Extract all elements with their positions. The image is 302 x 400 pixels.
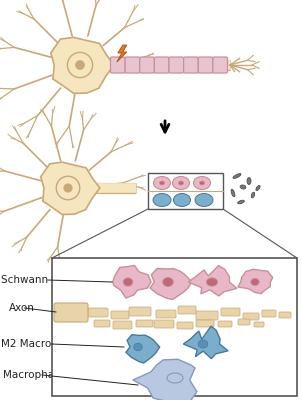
FancyBboxPatch shape xyxy=(129,307,151,316)
FancyBboxPatch shape xyxy=(125,57,140,73)
Polygon shape xyxy=(51,37,114,93)
FancyBboxPatch shape xyxy=(94,320,110,327)
FancyBboxPatch shape xyxy=(136,320,153,327)
FancyBboxPatch shape xyxy=(156,310,176,318)
FancyBboxPatch shape xyxy=(140,57,154,73)
FancyBboxPatch shape xyxy=(279,312,291,318)
Circle shape xyxy=(64,184,72,192)
FancyBboxPatch shape xyxy=(154,320,174,328)
Ellipse shape xyxy=(240,185,246,189)
Ellipse shape xyxy=(233,174,241,178)
Ellipse shape xyxy=(174,194,191,206)
Polygon shape xyxy=(183,326,228,359)
Ellipse shape xyxy=(194,176,210,190)
Polygon shape xyxy=(133,359,197,400)
Polygon shape xyxy=(113,266,151,298)
Bar xyxy=(52,258,297,396)
Text: Macrophage: Macrophage xyxy=(3,370,67,380)
Polygon shape xyxy=(126,335,160,363)
Text: Schwann cell: Schwann cell xyxy=(1,275,69,285)
Polygon shape xyxy=(117,45,127,62)
Bar xyxy=(148,173,223,209)
FancyBboxPatch shape xyxy=(178,306,196,314)
Ellipse shape xyxy=(256,185,260,191)
Ellipse shape xyxy=(247,178,251,184)
Polygon shape xyxy=(188,266,237,296)
Ellipse shape xyxy=(153,194,171,206)
FancyBboxPatch shape xyxy=(196,311,218,320)
FancyBboxPatch shape xyxy=(196,320,214,327)
Ellipse shape xyxy=(178,181,184,185)
Ellipse shape xyxy=(198,340,208,348)
Ellipse shape xyxy=(195,194,213,206)
FancyBboxPatch shape xyxy=(113,321,132,329)
FancyBboxPatch shape xyxy=(184,57,198,73)
FancyBboxPatch shape xyxy=(54,303,88,322)
FancyBboxPatch shape xyxy=(213,57,227,73)
FancyBboxPatch shape xyxy=(198,57,213,73)
Ellipse shape xyxy=(172,176,189,190)
Ellipse shape xyxy=(123,278,133,286)
Polygon shape xyxy=(238,269,273,294)
Ellipse shape xyxy=(231,189,235,197)
Polygon shape xyxy=(150,268,192,300)
FancyBboxPatch shape xyxy=(154,57,169,73)
FancyBboxPatch shape xyxy=(88,308,108,317)
Ellipse shape xyxy=(251,192,255,198)
FancyBboxPatch shape xyxy=(218,321,232,327)
FancyBboxPatch shape xyxy=(238,319,250,325)
FancyBboxPatch shape xyxy=(177,322,193,329)
FancyBboxPatch shape xyxy=(169,57,184,73)
Text: Axon: Axon xyxy=(9,303,35,313)
Ellipse shape xyxy=(159,181,165,185)
Circle shape xyxy=(76,60,85,70)
Ellipse shape xyxy=(251,278,259,286)
Ellipse shape xyxy=(200,181,204,185)
FancyBboxPatch shape xyxy=(254,322,264,327)
Ellipse shape xyxy=(153,176,171,190)
Ellipse shape xyxy=(163,278,173,286)
FancyBboxPatch shape xyxy=(221,308,240,316)
Ellipse shape xyxy=(206,278,218,286)
Ellipse shape xyxy=(134,343,142,351)
Polygon shape xyxy=(41,162,100,214)
FancyBboxPatch shape xyxy=(243,313,259,320)
Text: M2 Macrophage: M2 Macrophage xyxy=(1,339,84,349)
Ellipse shape xyxy=(238,200,244,204)
FancyBboxPatch shape xyxy=(262,310,276,317)
FancyBboxPatch shape xyxy=(111,57,125,73)
FancyBboxPatch shape xyxy=(111,311,129,319)
